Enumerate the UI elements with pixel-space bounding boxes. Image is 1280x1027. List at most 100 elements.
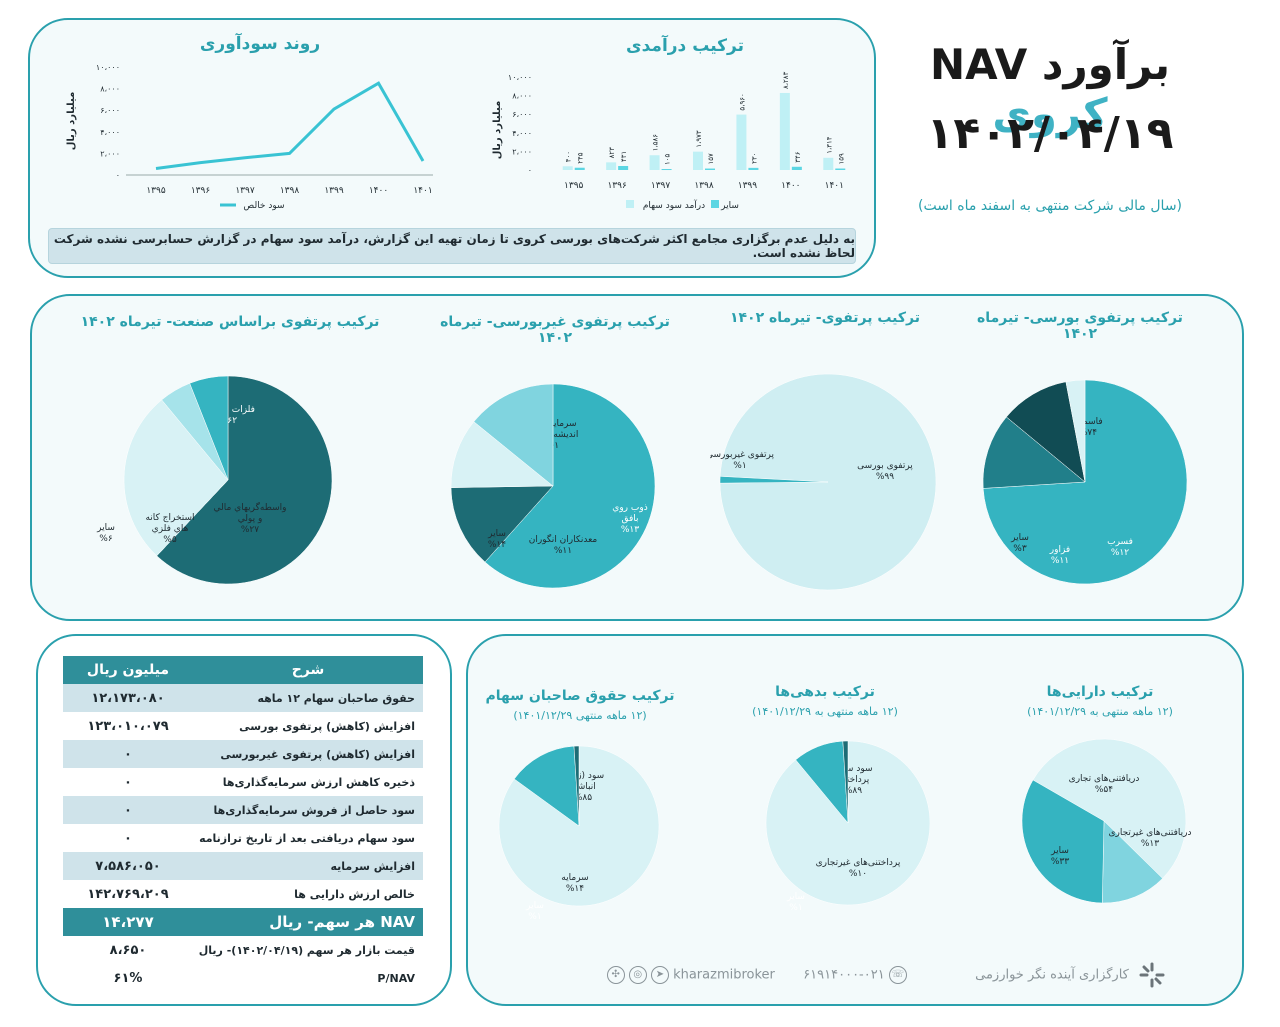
pie-slice [189, 375, 229, 481]
row-label: افزایش (کاهش) پرتفوی بورسی [193, 712, 423, 740]
row-value: ۰ [63, 740, 193, 768]
slice-value: %۱۲ [1111, 548, 1129, 558]
col-description: شرح [193, 656, 423, 684]
bar [562, 166, 573, 170]
slice-label: پرتفوی بورسی [857, 461, 913, 471]
pie-slice [982, 416, 1086, 489]
slice-label: سایر [786, 892, 805, 902]
report-title: برآورد NAV کروی [880, 40, 1220, 138]
bar [649, 155, 660, 170]
pie3-title: ترکیب پرتفوی غیربورسی- تیرماه ۱۴۰۲ [430, 314, 680, 346]
social-handle[interactable]: kharazmibroker [673, 967, 775, 983]
pie4-title: ترکیب پرتفوی براساس صنعت- تیرماه ۱۴۰۲ [80, 314, 380, 330]
dividend-notice: به دلیل عدم برگزاری مجامع اکثر شرکت‌های … [48, 228, 856, 264]
data-label: ۱۵۹ [837, 153, 845, 165]
bar [748, 167, 759, 170]
pie-slice [1032, 738, 1187, 879]
pie-slice [473, 383, 554, 487]
pie-slice [1065, 379, 1086, 483]
footer: کارگزاری آینده نگر خوارزمی ☏ ۰۲۱-۶۱۹۱۴۰۰… [595, 962, 1165, 988]
bar [791, 166, 802, 170]
x-tick-label: ۱۴۰۰ [369, 186, 388, 196]
row-label: NAV هر سهم- ریال [193, 908, 423, 936]
y-tick-label: ۸،۰۰۰ [100, 85, 120, 94]
slice-label: سایر [1050, 846, 1069, 856]
data-label: ۸،۲۸۳ [782, 71, 790, 89]
data-label: ۴۰۰ [565, 151, 573, 162]
legend-swatch [711, 200, 719, 208]
row-value: ۱۲۳،۰۱۰،۰۷۹ [63, 712, 193, 740]
pie6-subtitle: (۱۲ ماهه منتهی به ۱۴۰۱/۱۲/۲۹) [752, 705, 898, 718]
slice-label: پرداختنی [837, 775, 870, 785]
pie-equity: سود (زیان)انباشته%۸۵ سرمایه%۱۴ سایر%۱ [498, 745, 660, 922]
bar [618, 165, 629, 170]
pie-bourse-portfolio: فاسمین%۷۴ فسرب%۱۲ فزاور%۱۱ سایر%۳ [982, 379, 1188, 585]
row-value: ۸،۶۵۰ [63, 936, 193, 964]
slice-label: سایر [96, 523, 115, 533]
bar [705, 168, 715, 170]
row-label: P/NAV [193, 964, 423, 992]
x-tick-label: ۱۴۰۰ [781, 181, 800, 191]
slice-label: سود (زیان) [562, 771, 604, 781]
data-label: ۵،۹۶۰ [738, 93, 746, 110]
slice-value: %۱۳ [1141, 839, 1159, 849]
title-company: کروی [992, 89, 1108, 138]
y-tick-label: ۲،۰۰۰ [100, 149, 120, 158]
slice-value: %۷۴ [1079, 428, 1097, 438]
table-row: افزایش (کاهش) پرتفوی غیربورسی ۰ [63, 740, 423, 768]
slice-label: بافق [621, 514, 638, 524]
data-label: ۱۰۵ [664, 154, 672, 166]
slice-label: پرداختنی‌های غیرتجاری [816, 858, 901, 868]
revenue-chart-title: ترکیب درآمدی [626, 36, 744, 56]
slice-label: فزاور [1049, 545, 1070, 555]
slice-value: %۱۱ [1051, 556, 1069, 566]
x-tick-label: ۱۳۹۷ [235, 186, 255, 196]
y-tick-label: ۲،۰۰۰ [512, 147, 532, 156]
pie-slice [1006, 381, 1086, 483]
pie-slice [450, 421, 554, 488]
data-label: ۱۵۷ [707, 153, 715, 165]
slice-value: %۱۱ [554, 546, 572, 556]
profit-line-chart: ۰ ۲،۰۰۰ ۴،۰۰۰ ۶،۰۰۰ ۸،۰۰۰ ۱۰،۰۰۰ میلیارد ریال ۱… [66, 63, 433, 211]
row-value: ۶۱% [63, 964, 193, 992]
pie-slice [484, 383, 656, 589]
instagram-icon[interactable]: ◎ [628, 966, 647, 984]
table-row: افزایش سرمایه ۷،۵۸۶،۰۵۰ [63, 852, 423, 880]
telegram-icon[interactable]: ➤ [650, 966, 669, 984]
pie6-title: ترکیب بدهی‌ها [775, 684, 875, 700]
bar [736, 114, 747, 170]
bar [606, 162, 617, 170]
col-value: میلیون ریال [63, 656, 193, 684]
slice-label: و پولي [238, 514, 263, 524]
row-label: افزایش سرمایه [193, 852, 423, 880]
y-axis-label: میلیارد ریال [492, 101, 503, 160]
row-label: قیمت بازار هر سهم (۱۴۰۲/۰۴/۱۹)- ریال [193, 936, 423, 964]
bar [779, 92, 790, 170]
slice-value: %۱ [528, 912, 541, 922]
x-tick-label: ۱۴۰۱ [413, 186, 432, 196]
pie-assets: دریافتنی‌های تجاری%۵۴ دریافتنی‌های غیرتجا… [1021, 738, 1192, 904]
bar [823, 157, 834, 170]
table-row: P/NAV ۶۱% [63, 964, 423, 992]
website-icon[interactable]: ✣ [606, 966, 625, 984]
nav-table: شرح میلیون ریال حقوق صاحبان سهام ۱۲ ماهه… [63, 656, 423, 992]
table-row: سود حاصل از فروش سرمایه‌گذاری‌ها ۰ [63, 796, 423, 824]
y-tick-label: ۱۰،۰۰۰ [96, 63, 120, 72]
row-label: خالص ارزش دارایی ها [193, 880, 423, 908]
data-label: ۱،۹۷۳ [695, 130, 703, 148]
slice-label: سایر [525, 901, 544, 911]
x-tick-label: ۱۳۹۶ [191, 186, 211, 196]
table-row: خالص ارزش دارایی ها ۱۴۲،۷۶۹،۲۰۹ [63, 880, 423, 908]
slice-label: فاسمین [1073, 417, 1102, 427]
table-row: حقوق صاحبان سهام ۱۲ ماهه ۱۲،۱۷۳،۰۸۰ [63, 684, 423, 712]
slice-label: سایر [487, 529, 506, 539]
slice-value: %۵ [163, 535, 177, 545]
slice-label: ذوب روي [612, 503, 647, 513]
row-value: ۱۲،۱۷۳،۰۸۰ [63, 684, 193, 712]
row-value: ۰ [63, 768, 193, 796]
legend-label: سایر [720, 201, 739, 211]
y-tick-label: ۶،۰۰۰ [512, 110, 532, 119]
table-row: NAV هر سهم- ریال ۱۴،۲۷۷ [63, 908, 423, 936]
slice-value: %۱۰ [849, 869, 867, 879]
legend-label: درآمد سود سهام [643, 199, 705, 211]
